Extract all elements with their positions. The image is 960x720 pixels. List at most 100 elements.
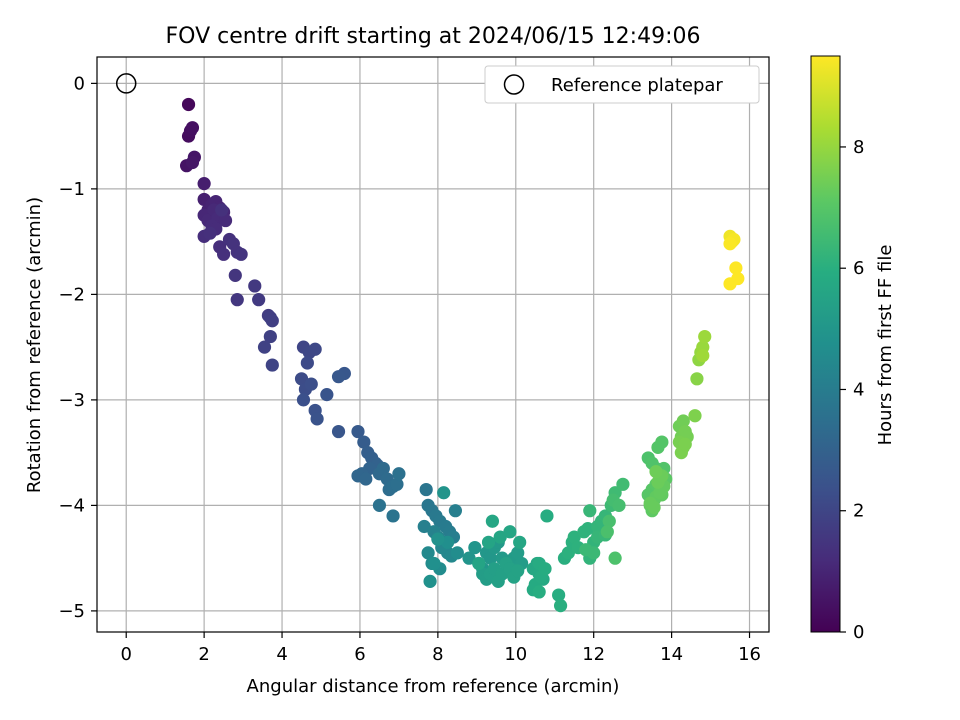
data-point bbox=[723, 237, 737, 251]
data-point bbox=[431, 532, 445, 546]
data-point bbox=[181, 97, 196, 112]
data-point bbox=[483, 551, 498, 565]
reference-platepar-point bbox=[115, 73, 137, 94]
data-point bbox=[567, 530, 581, 544]
data-point bbox=[218, 213, 233, 228]
data-point bbox=[351, 424, 365, 439]
x-tick-label: 10 bbox=[504, 644, 527, 665]
data-point bbox=[696, 348, 710, 363]
y-axis-label: Rotation from reference (arcmin) bbox=[24, 197, 45, 493]
data-point bbox=[462, 551, 476, 565]
data-point bbox=[655, 435, 669, 449]
legend: Reference platepar bbox=[484, 65, 760, 104]
data-point bbox=[308, 342, 322, 356]
data-point bbox=[265, 314, 279, 328]
data-point bbox=[331, 370, 346, 384]
x-tick-label: 8 bbox=[432, 644, 443, 665]
data-point bbox=[234, 247, 248, 261]
x-tick-label: 12 bbox=[582, 644, 605, 665]
y-tick-label: −2 bbox=[58, 284, 85, 305]
x-axis-ticks: 0 2 4 6 8 10 12 14 16 bbox=[120, 632, 761, 665]
data-point bbox=[248, 279, 262, 293]
data-point bbox=[252, 293, 266, 307]
data-point bbox=[185, 121, 200, 135]
y-tick-label: −5 bbox=[58, 601, 85, 622]
data-point bbox=[421, 546, 435, 560]
data-point bbox=[386, 509, 400, 523]
data-point bbox=[296, 393, 311, 407]
data-point bbox=[468, 540, 482, 555]
data-point bbox=[419, 482, 433, 497]
data-point bbox=[217, 247, 231, 261]
colorbar-frame bbox=[810, 55, 841, 633]
y-tick-label: 0 bbox=[74, 73, 85, 94]
data-point bbox=[215, 203, 229, 217]
data-point bbox=[423, 574, 437, 588]
data-point bbox=[331, 424, 346, 439]
data-point bbox=[612, 498, 626, 512]
data-point bbox=[698, 329, 712, 344]
data-point bbox=[608, 551, 622, 565]
data-point bbox=[678, 437, 692, 451]
colorbar-ticks: 0 2 4 6 8 bbox=[840, 137, 864, 643]
x-tick-label: 0 bbox=[120, 644, 131, 665]
data-point bbox=[690, 372, 704, 386]
colorbar bbox=[811, 56, 840, 632]
data-point bbox=[485, 514, 500, 528]
x-tick-label: 16 bbox=[738, 644, 761, 665]
data-point bbox=[448, 504, 462, 518]
data-point bbox=[417, 519, 431, 534]
data-point bbox=[616, 477, 630, 491]
data-point bbox=[390, 477, 404, 491]
x-tick-label: 6 bbox=[354, 644, 365, 665]
data-point bbox=[427, 556, 441, 571]
y-tick-label: −1 bbox=[58, 179, 85, 200]
data-point bbox=[450, 546, 464, 560]
data-point bbox=[481, 535, 496, 549]
data-point bbox=[579, 543, 593, 557]
data-point bbox=[513, 535, 527, 549]
data-point bbox=[503, 525, 517, 539]
data-point bbox=[649, 465, 663, 479]
data-point bbox=[300, 356, 314, 370]
data-point bbox=[540, 509, 554, 523]
data-point bbox=[359, 472, 373, 486]
data-point bbox=[647, 500, 661, 515]
data-point bbox=[688, 409, 702, 423]
data-point bbox=[532, 585, 546, 599]
data-points bbox=[180, 97, 745, 613]
data-point bbox=[228, 268, 242, 282]
colorbar-tick-label: 8 bbox=[853, 137, 864, 158]
legend-reference-marker bbox=[503, 74, 525, 95]
data-point bbox=[472, 556, 486, 571]
data-point bbox=[552, 588, 566, 602]
plot-frame bbox=[96, 56, 770, 633]
colorbar-tick-label: 4 bbox=[853, 379, 864, 400]
y-axis-ticks: 0 −1 −2 −3 −4 −5 bbox=[58, 73, 97, 622]
data-point bbox=[203, 226, 217, 240]
data-point bbox=[392, 467, 406, 481]
data-point bbox=[294, 372, 309, 386]
colorbar-tick-label: 0 bbox=[853, 622, 864, 643]
data-point bbox=[263, 329, 277, 344]
legend-box bbox=[484, 65, 760, 104]
data-point bbox=[357, 435, 371, 449]
data-point bbox=[185, 155, 200, 170]
x-tick-label: 4 bbox=[276, 644, 287, 665]
y-tick-label: −4 bbox=[58, 495, 85, 516]
colorbar-label: Hours from first FF file bbox=[875, 245, 896, 446]
data-point bbox=[538, 562, 552, 576]
data-point bbox=[265, 358, 279, 372]
colorbar-tick-label: 2 bbox=[853, 501, 864, 522]
data-point bbox=[729, 261, 743, 275]
data-point bbox=[257, 340, 272, 354]
data-point bbox=[602, 514, 616, 528]
data-point bbox=[600, 525, 614, 539]
data-point bbox=[583, 504, 597, 518]
y-tick-label: −3 bbox=[58, 390, 85, 411]
x-axis-label: Angular distance from reference (arcmin) bbox=[247, 676, 620, 697]
data-point bbox=[511, 564, 525, 578]
data-point bbox=[376, 461, 390, 476]
